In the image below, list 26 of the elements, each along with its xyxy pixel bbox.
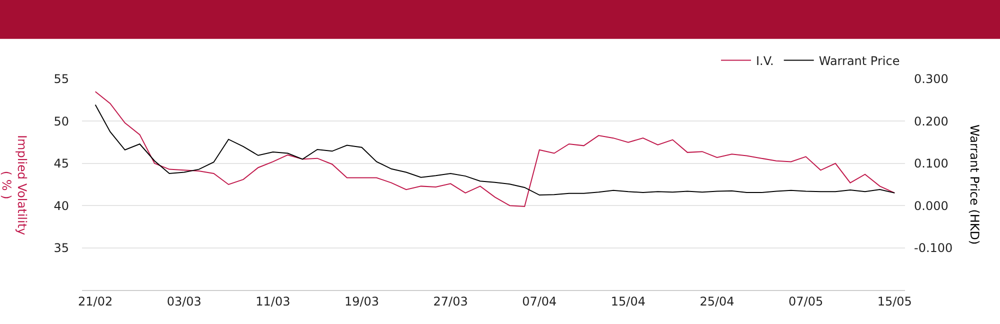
y2-tick-label: 0.000 [914, 198, 948, 213]
y2-tick-label: 0.300 [914, 72, 948, 86]
x-tick-label: 19/03 [344, 294, 380, 308]
y2-tick-label: 0.100 [914, 156, 948, 171]
y2-axis-title: Warrant Price (HKD) [967, 124, 982, 245]
x-tick-label: 27/03 [433, 294, 468, 308]
x-tick-label: 07/04 [522, 294, 557, 308]
y-tick-label: 50 [54, 114, 69, 128]
legend-label: Warrant Price [818, 54, 900, 68]
line-series [94, 91, 896, 207]
y2-tick-label: 0.200 [914, 114, 948, 128]
x-tick-label: 11/03 [256, 294, 290, 308]
x-tick-label: 03/03 [166, 294, 202, 308]
x-tick-label: 21/02 [78, 294, 113, 308]
y2-tick-label: -0.100 [914, 241, 953, 255]
x-tick-label: 07/05 [788, 294, 824, 308]
x-tick-label: 15/04 [610, 294, 646, 308]
y-tick-label: 40 [54, 198, 69, 213]
y-tick-label: 55 [54, 72, 69, 86]
y-tick-label: 35 [54, 241, 69, 255]
y-tick-label: 45 [54, 156, 69, 171]
x-tick-label: 15/05 [877, 294, 912, 308]
x-tick-label: 25/04 [700, 294, 734, 308]
legend-label: I.V. [756, 54, 774, 68]
line-series [94, 104, 896, 196]
y-axis-title: Implied Volatility ( % ) [0, 134, 30, 236]
